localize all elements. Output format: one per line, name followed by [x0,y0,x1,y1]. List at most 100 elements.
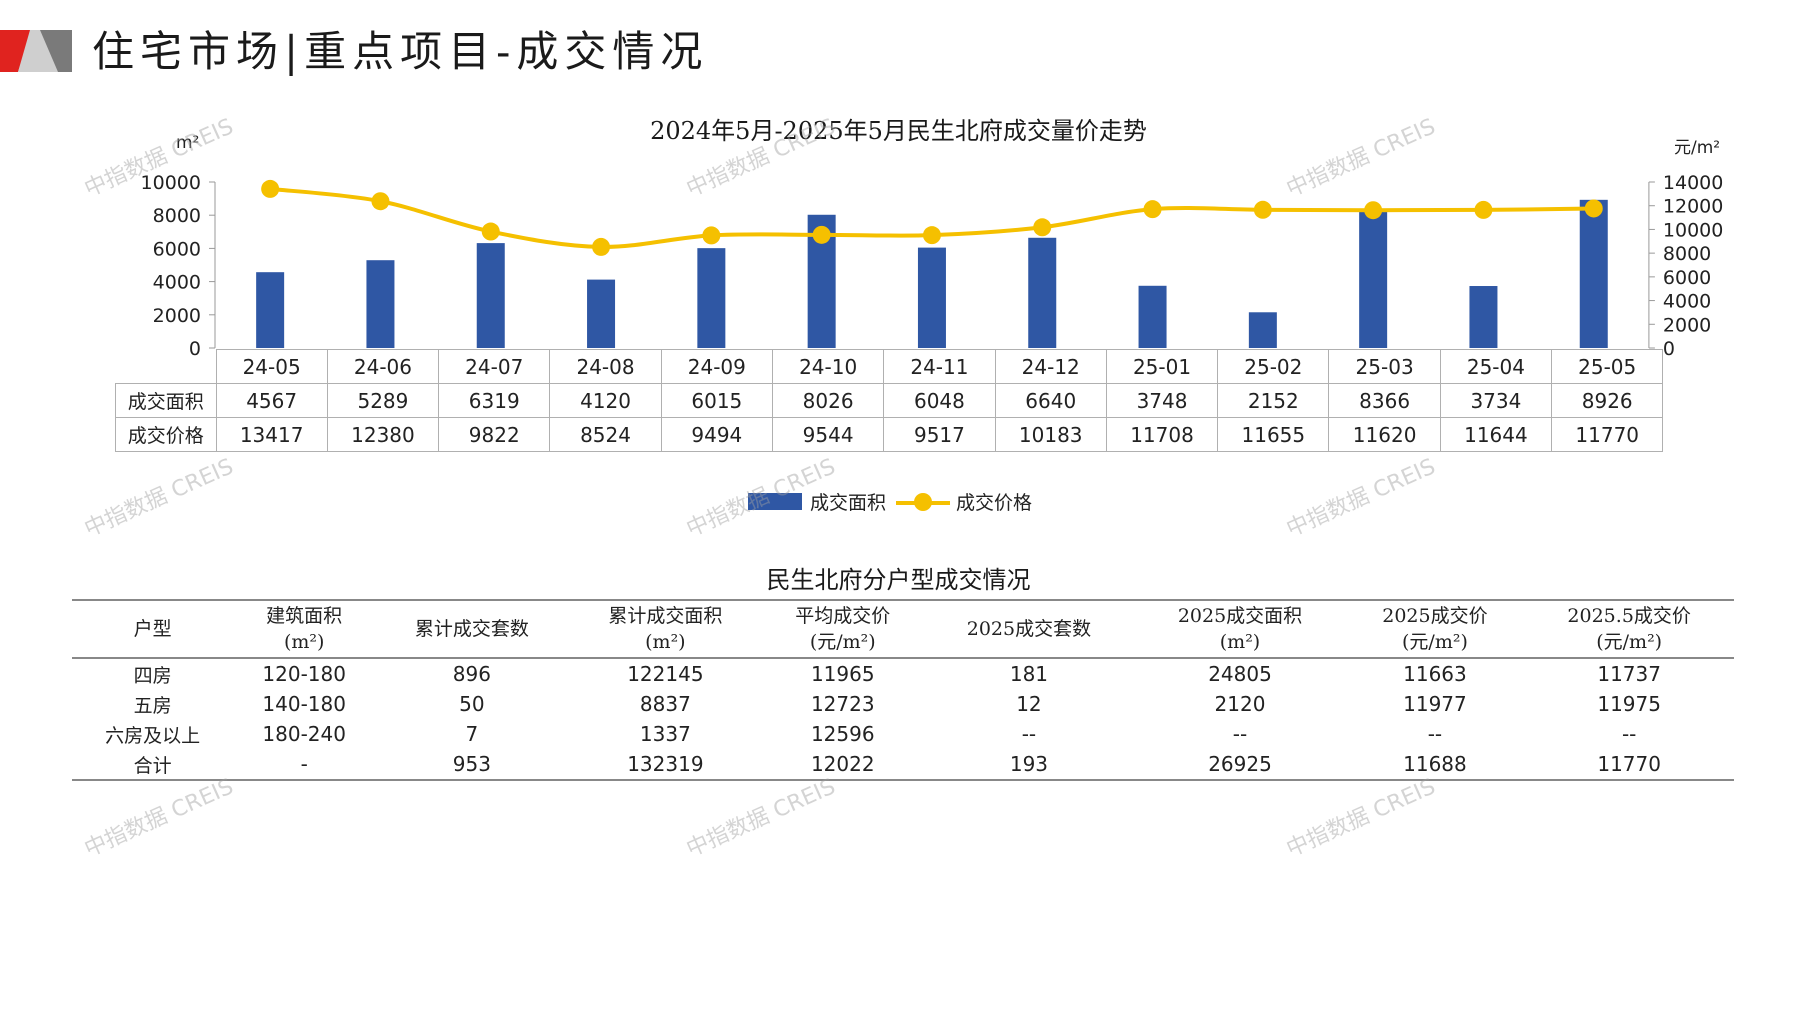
table-cell: 六房及以上 [105,724,201,747]
column-header-line1: 2025成交价 [1382,605,1488,627]
chart-legend: 成交面积 成交价格 [748,488,1032,515]
area-bar [1248,312,1277,348]
price-point [481,222,500,241]
column-header-line1: 累计成交面积 [608,605,723,627]
column-header: 2025成交套数 [923,599,1135,659]
left-axis-tick-label: 6000 [153,238,201,260]
table-cell: 7 [465,722,479,746]
data-label: 11708 [1105,417,1219,452]
unit-type-table: 户型 建筑面积 (m²) 累计成交套数 累计成交面积 (m²) 平均成交价 (元/m²) 202… [72,599,1734,781]
header: 住宅市场|重点项目-成交情况 [0,0,1797,95]
column-header-line2: (元/m²) [1596,631,1663,653]
area-bar [587,279,616,348]
table-cell: 合计 [72,749,234,781]
table-cell: 11975 [1597,692,1661,716]
column-header-line1: 累计成交套数 [414,618,529,640]
right-axis-tick-label: 4000 [1663,291,1711,313]
brand-logo-icon [0,30,72,72]
column-header-line1: 平均成交价 [795,605,891,627]
table-row: 六房及以上 180-240 7 1337 12596 -- -- -- -- [72,719,1734,749]
chart-title: 2024年5月-2025年5月民生北府成交量价走势 [650,117,1147,145]
table-cell: 896 [452,662,491,686]
table-cell: 1337 [639,722,691,746]
column-header-line1: 2025.5成交价 [1567,605,1691,627]
price-point [1584,199,1603,218]
column-header: 2025.5成交价 (元/m²) [1524,599,1734,659]
data-label: 3748 [1105,383,1219,418]
table-cell: 122145 [627,662,704,686]
column-header-line2: (元/m²) [1402,631,1468,653]
table-cell: -- [1232,722,1248,746]
table-row: 合计 -953 132319 12022 193 26925 11688 11770 [72,749,1734,781]
left-axis-unit: m² [176,133,200,153]
column-header-line2: (m²) [283,631,325,653]
table-cell: 26925 [1134,749,1346,781]
x-tick-label: 24-06 [326,349,440,384]
data-label: 9822 [438,417,551,452]
table-cell: 193 [923,749,1135,781]
right-axis-tick-label: 14000 [1663,172,1723,194]
column-header: 平均成交价 (元/m²) [762,599,924,659]
table-cell: 11688 [1345,749,1525,781]
column-header-line1: 2025成交套数 [966,618,1092,640]
right-axis-unit: 元/m² [1674,138,1721,158]
table-cell: 11770 [1524,749,1734,781]
table-cell: 11663 [1403,662,1467,686]
page-title: 住宅市场|重点项目-成交情况 [92,27,709,76]
table-cell: 11965 [810,662,875,686]
data-label: 6640 [994,383,1107,418]
left-axis-tick-label: 2000 [153,305,201,327]
legend-line-swatch [896,491,951,513]
area-bar [1028,237,1057,348]
table-cell: 2120 [1214,692,1266,716]
price-point [371,192,390,211]
table-cell: 24805 [1208,662,1272,686]
x-tick-label: 25-04 [1439,349,1553,384]
column-header: 2025成交价 (元/m²) [1345,599,1525,659]
table-cell: 181 [1009,662,1049,686]
data-label: 12380 [326,417,440,452]
table-cell: 12723 [810,692,875,716]
column-header-line2: (m²) [645,631,686,653]
x-tick-label: 25-02 [1217,349,1330,384]
area-bar [1138,285,1167,348]
chart-data-table: 24-05 24-06 24-07 24-08 24-09 24-10 24-11 24-12… [115,349,1664,452]
table-cell: 8837 [639,692,691,716]
area-bar [697,248,726,348]
combo-chart: 1000080006000400020000140001200010000800… [141,172,1724,360]
area-bar [1359,209,1388,348]
column-header-line1: 建筑面积 [266,605,343,627]
data-label: 2152 [1217,383,1330,418]
left-axis-tick-label: 4000 [153,272,201,294]
data-label: 4567 [215,383,328,418]
table-cell: 140-180 [262,692,346,716]
right-axis-tick-label: 10000 [1663,219,1723,241]
price-point [1143,200,1162,219]
data-label: 11655 [1217,417,1330,452]
column-header: 2025成交面积 (m²) [1134,599,1346,659]
table-cell: 11977 [1403,692,1467,716]
data-label: 10183 [994,417,1107,452]
data-label: 11620 [1328,417,1441,452]
data-label: 8026 [771,383,885,418]
data-label: 6015 [660,383,773,418]
column-header-line2: (m²) [1219,631,1261,653]
data-label: 9494 [660,417,773,452]
column-header-line1: 2025成交面积 [1177,605,1303,627]
table-cell: 11737 [1597,662,1661,686]
table-cell: 五房 [133,694,172,717]
table-corner [116,350,217,384]
data-label: 6048 [883,383,996,418]
right-axis-tick-label: 2000 [1663,314,1711,336]
table-cell: 180-240 [262,722,346,746]
data-label: 9544 [771,417,885,452]
data-label: 6319 [438,383,551,418]
table-cell: -- [1621,722,1637,746]
x-tick-label: 25-01 [1105,349,1219,384]
data-label: 5289 [326,383,440,418]
data-label: 11770 [1551,417,1664,452]
column-header: 建筑面积 (m²) [233,599,376,659]
column-header: 户型 [72,599,234,659]
type-table-header-row: 户型 建筑面积 (m²) 累计成交套数 累计成交面积 (m²) 平均成交价 (元/m²) 202… [72,599,1734,659]
column-header: 累计成交面积 (m²) [568,599,763,659]
